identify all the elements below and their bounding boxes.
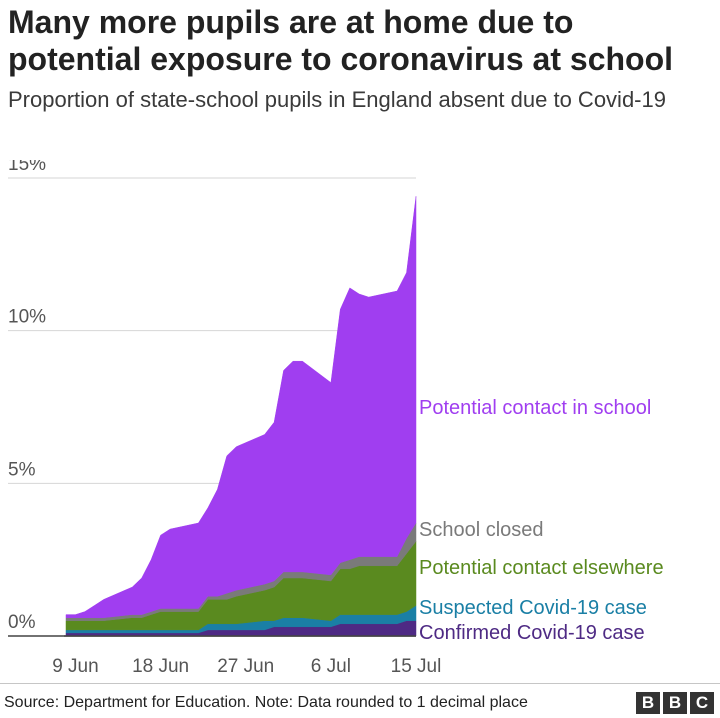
bbc-logo-letter-c: C xyxy=(690,692,714,714)
chart-subtitle: Proportion of state-school pupils in Eng… xyxy=(8,87,666,112)
source-note: Source: Department for Education. Note: … xyxy=(4,694,528,711)
x-tick-label: 18 Jun xyxy=(132,656,189,677)
legend-school-closed: School closed xyxy=(419,519,544,541)
legend-potential-contact-in-school: Potential contact in school xyxy=(419,397,651,419)
bbc-logo-letter-b1: B xyxy=(636,692,660,714)
x-tick-label: 27 Jun xyxy=(217,656,274,677)
source-divider xyxy=(0,683,720,684)
bbc-logo-letter-b2: B xyxy=(663,692,687,714)
bbc-logo: B B C xyxy=(636,692,714,714)
legend-suspected-covid-19-case: Suspected Covid-19 case xyxy=(419,597,647,619)
stacked-area-chart: 0% 5% 10% 15% Confirmed Covid-19 case Suspect… xyxy=(8,160,664,677)
x-tick-label: 15 Jul xyxy=(391,656,442,677)
legend-potential-contact-elsewhere: Potential contact elsewhere xyxy=(419,557,664,579)
area-potential-contact-in-school xyxy=(65,196,417,618)
x-tick-label: 6 Jul xyxy=(311,656,351,677)
x-tick-label: 9 Jun xyxy=(52,656,98,677)
legend-confirmed-covid-19-case: Confirmed Covid-19 case xyxy=(419,622,645,644)
y-tick-label: 15% xyxy=(8,160,46,175)
y-tick-label: 10% xyxy=(8,307,46,328)
y-tick-label: 5% xyxy=(8,459,36,480)
y-tick-label: 0% xyxy=(8,612,36,633)
page-title: Many more pupils are at home due to pote… xyxy=(8,4,674,77)
